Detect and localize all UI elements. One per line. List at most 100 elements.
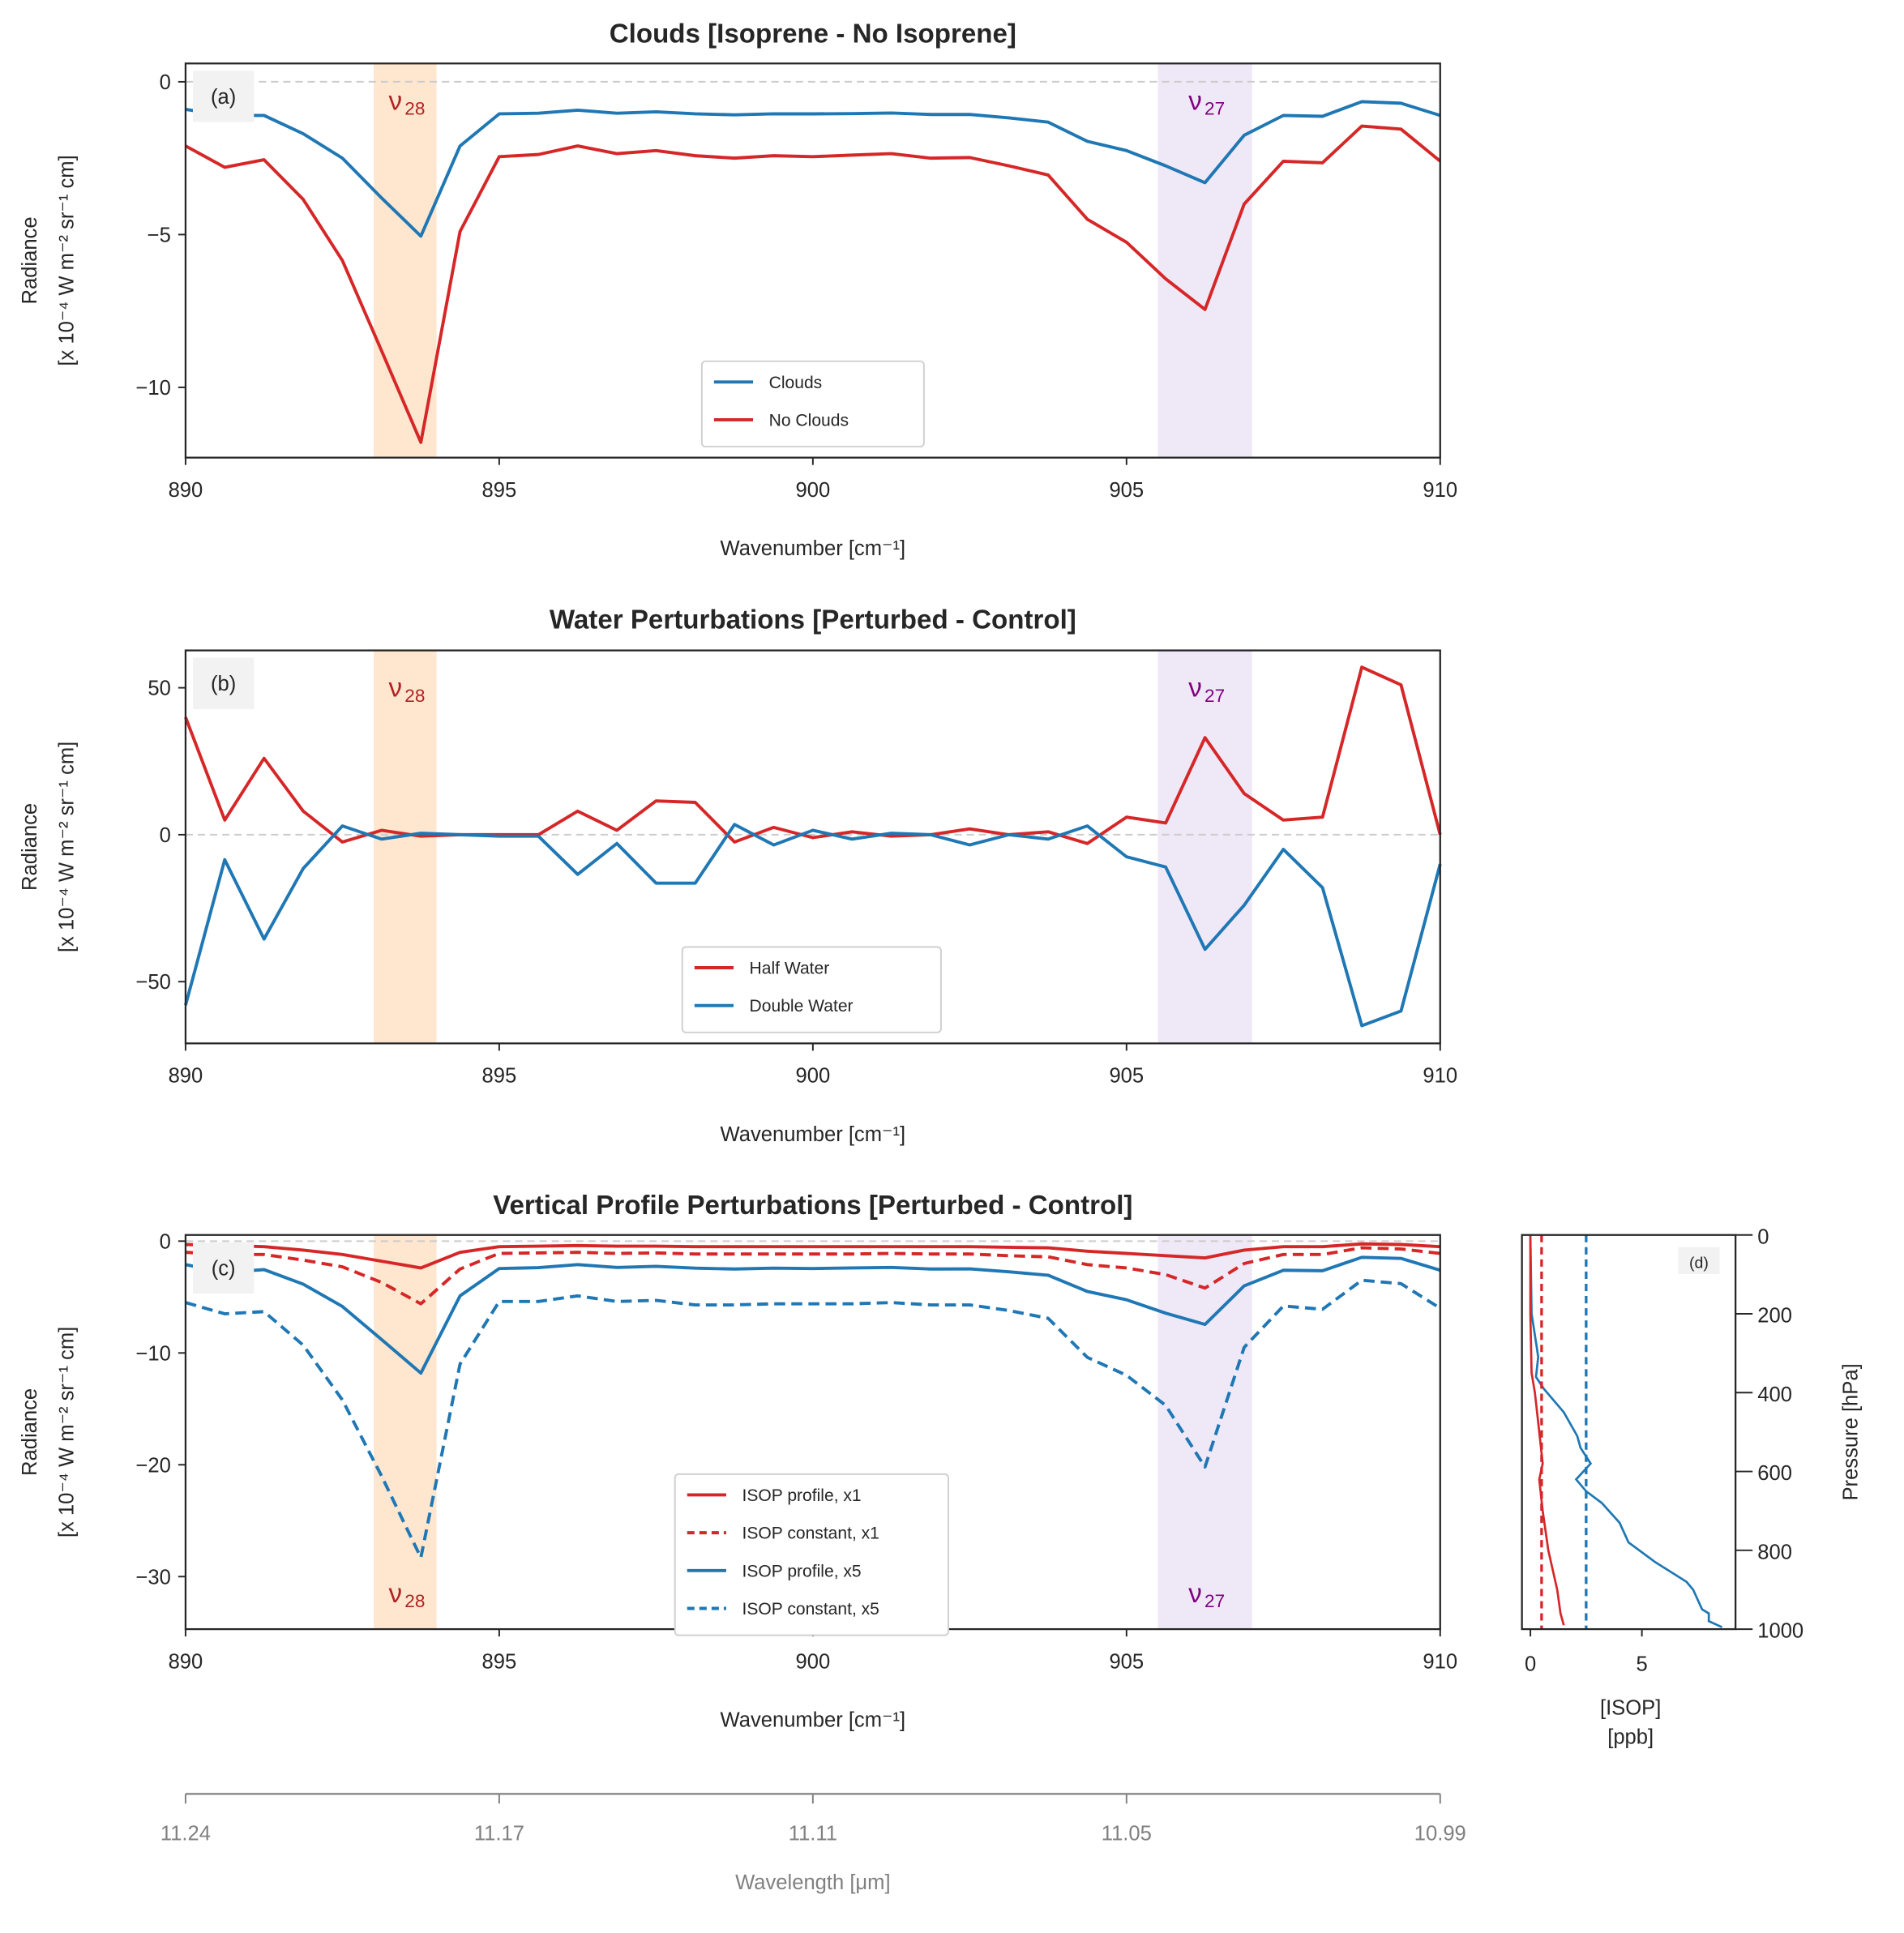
y-axis-label-units: [x 10⁻⁴ W m⁻² sr⁻¹ cm] <box>55 742 78 952</box>
series-line-isop-constant-x5 <box>185 1278 1441 1559</box>
series-line-clouds <box>185 100 1441 238</box>
band-label-subscript: 27 <box>1204 686 1225 706</box>
y-tick-label: −30 <box>135 1566 170 1589</box>
series-line-isop-profile-x5 <box>185 1255 1441 1375</box>
panel-label: (d) <box>1689 1254 1709 1272</box>
y-tick-label: 0 <box>160 824 171 847</box>
y-tick-label: −50 <box>135 971 170 994</box>
series-line-isop-profile-x1 <box>185 1242 1440 1270</box>
legend-entry: Double Water <box>750 997 854 1016</box>
chart-title: Water Perturbations [Perturbed - Control… <box>550 605 1076 635</box>
y-tick-label: 600 <box>1757 1462 1792 1485</box>
legend-entry: ISOP constant, x1 <box>742 1525 879 1543</box>
wavelength-tick-label: 11.11 <box>789 1823 837 1845</box>
legend-entry: ISOP constant, x5 <box>742 1600 879 1619</box>
profile-line-isop-profile-x1 <box>1529 1234 1565 1626</box>
band-shade-28 <box>374 1234 437 1630</box>
legend-entry: ISOP profile, x1 <box>742 1486 862 1505</box>
series-line-half-water <box>184 665 1442 845</box>
y-axis-label: Radiance <box>19 1388 41 1476</box>
legend-box <box>700 360 925 448</box>
y-axis-label: Radiance <box>19 216 41 304</box>
band-label-subscript: 27 <box>1204 99 1225 119</box>
band-shade-28 <box>374 650 437 1044</box>
series-line-no-clouds <box>184 124 1442 444</box>
x-tick-label: 900 <box>796 1650 831 1673</box>
x-tick-label: 910 <box>1423 1650 1457 1673</box>
legend-box <box>674 1473 949 1636</box>
x-axis-label: [ISOP] <box>1600 1696 1661 1719</box>
x-tick-label: 895 <box>482 1650 517 1673</box>
x-axis-label-units: [ppb] <box>1607 1726 1654 1749</box>
x-tick-label: 890 <box>169 1650 203 1673</box>
wavelength-axis-label: Wavelength [μm] <box>735 1871 891 1894</box>
x-tick-label: 890 <box>169 1065 203 1088</box>
wavelength-tick-label: 11.24 <box>160 1823 211 1845</box>
band-shade-28 <box>374 63 437 458</box>
y-tick-label: 0 <box>160 71 171 94</box>
panel-label-box <box>192 1242 255 1294</box>
band-label-subscript: 28 <box>404 686 425 706</box>
y-axis-label: Radiance <box>19 803 41 891</box>
x-tick-label: 905 <box>1109 479 1144 502</box>
x-tick-label: 895 <box>482 479 517 502</box>
x-tick-label: 910 <box>1423 479 1457 502</box>
x-tick-label: 905 <box>1109 1650 1144 1673</box>
y-tick-label: 800 <box>1757 1541 1792 1563</box>
band-label-nu28: ν <box>388 1579 402 1609</box>
x-tick-label: 890 <box>169 479 203 502</box>
chart-title: Clouds [Isoprene - No Isoprene] <box>610 19 1016 49</box>
band-label-nu27: ν <box>1188 674 1202 703</box>
band-shade-27 <box>1157 1234 1252 1630</box>
panel-label: (c) <box>212 1257 236 1280</box>
panel-label-box <box>1678 1247 1720 1274</box>
wavelength-tick-label: 11.17 <box>474 1823 524 1845</box>
y-tick-label: −10 <box>135 1342 170 1365</box>
band-shade-27 <box>1157 63 1252 458</box>
x-axis-label: Wavenumber [cm⁻¹] <box>721 537 906 560</box>
panel-label-box <box>192 71 255 122</box>
band-label-subscript: 28 <box>404 1591 425 1611</box>
band-label-nu28: ν <box>388 674 402 703</box>
y-axis-label: Pressure [hPa] <box>1840 1363 1863 1500</box>
x-axis-label: Wavenumber [cm⁻¹] <box>721 1123 906 1146</box>
panel-d: 0 5 0 200 400 600 800 1000 [ISOP] [ppb] Pressure [… <box>1521 1225 1863 1749</box>
x-tick-label: 905 <box>1109 1065 1144 1088</box>
band-shade-27 <box>1157 650 1252 1044</box>
legend-entry: ISOP profile, x5 <box>742 1562 862 1580</box>
band-label-subscript: 28 <box>404 99 425 119</box>
y-axis-label-units: [x 10⁻⁴ W m⁻² sr⁻¹ cm] <box>55 155 78 366</box>
wavelength-tick-label: 11.05 <box>1102 1823 1152 1845</box>
series-line-double-water <box>184 823 1442 1028</box>
x-tick-label: 900 <box>796 479 831 502</box>
x-tick-label: 900 <box>796 1065 831 1088</box>
band-label-nu28: ν <box>388 87 402 117</box>
x-tick-label: 895 <box>482 1065 517 1088</box>
y-tick-label: −10 <box>135 377 170 400</box>
band-label-nu27: ν <box>1188 1579 1202 1609</box>
x-axis-label: Wavenumber [cm⁻¹] <box>721 1709 906 1732</box>
y-tick-label: −5 <box>148 224 171 246</box>
wavelength-tick-label: 10.99 <box>1414 1823 1466 1845</box>
y-tick-label: 400 <box>1757 1383 1792 1406</box>
axes-frame <box>1521 1234 1737 1631</box>
wavelength-axis: 11.24 11.17 11.11 11.05 10.99 Wavelength [μm] <box>160 1793 1466 1894</box>
x-tick-label: 0 <box>1525 1653 1536 1675</box>
legend-entry: No Clouds <box>769 411 849 430</box>
y-tick-label: 1000 <box>1757 1620 1803 1643</box>
band-label-nu27: ν <box>1188 87 1202 117</box>
series-line-isop-constant-x1 <box>185 1246 1440 1306</box>
y-tick-label: 200 <box>1757 1305 1792 1328</box>
x-tick-label: 910 <box>1423 1065 1457 1088</box>
chart-title: Vertical Profile Perturbations [Perturbe… <box>493 1191 1132 1221</box>
band-label-subscript: 27 <box>1204 1591 1225 1611</box>
y-axis-label-units: [x 10⁻⁴ W m⁻² sr⁻¹ cm] <box>55 1327 78 1537</box>
panel-label: (a) <box>211 86 236 109</box>
y-tick-label: 50 <box>148 678 170 700</box>
legend-entry: Clouds <box>769 374 823 392</box>
panel-label: (b) <box>211 673 236 695</box>
y-tick-label: −20 <box>135 1454 170 1477</box>
